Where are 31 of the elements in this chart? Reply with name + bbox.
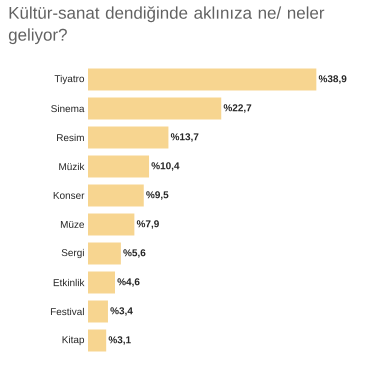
y-tick-label: Resim xyxy=(57,134,84,142)
data-label: %22,7 xyxy=(224,104,252,113)
bar xyxy=(88,242,121,265)
data-label: %38,9 xyxy=(318,75,346,84)
y-tick-label: Müzik xyxy=(59,162,84,170)
bar xyxy=(88,155,150,178)
data-label: %4,6 xyxy=(117,278,140,287)
data-label: %3,1 xyxy=(108,336,131,345)
bar xyxy=(88,126,168,149)
bar xyxy=(88,97,222,120)
y-tick-label: Etkinlik xyxy=(54,278,84,286)
data-label: %7,9 xyxy=(136,220,159,229)
data-label: %9,5 xyxy=(146,191,168,200)
data-label: %5,6 xyxy=(123,249,146,258)
bar xyxy=(88,271,116,294)
chart-title: Kültür-sanat dendiğinde aklınıza ne/ neler geliyor? xyxy=(8,6,324,44)
bar xyxy=(88,68,316,91)
bar xyxy=(88,184,144,207)
y-tick-label: Müze xyxy=(60,221,84,228)
data-label: %3,4 xyxy=(110,307,133,316)
data-label: %10,4 xyxy=(151,162,180,171)
data-label: %13,7 xyxy=(170,133,198,142)
y-tick-label: Tiyatro xyxy=(54,74,84,84)
y-tick-label: Kitap xyxy=(62,336,84,346)
y-tick-label: Sergi xyxy=(62,248,84,258)
bar xyxy=(88,329,106,352)
y-tick-label: Festival xyxy=(50,308,84,316)
bar xyxy=(88,213,134,236)
y-tick-label: Konser xyxy=(54,192,84,199)
y-tick-label: Sinema xyxy=(51,104,84,112)
bar xyxy=(88,300,108,323)
